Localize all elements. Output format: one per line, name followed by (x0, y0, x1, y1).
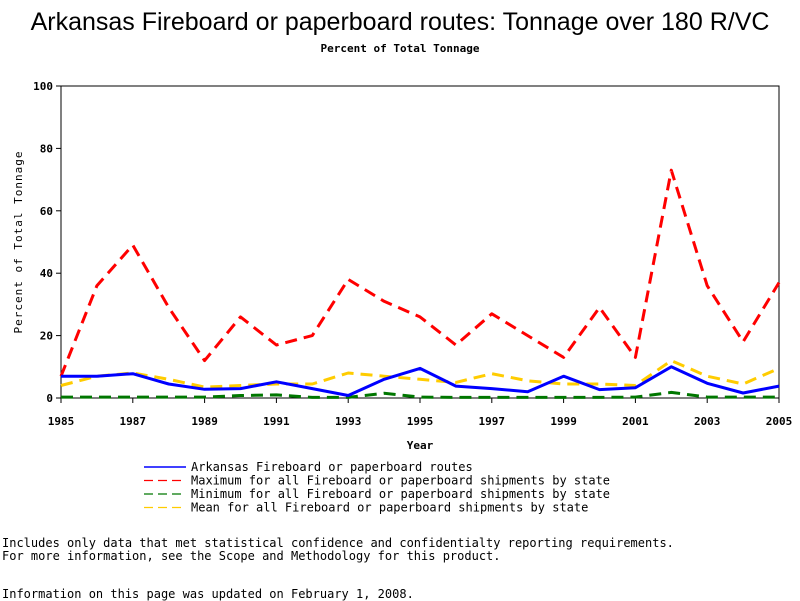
x-axis-label: Year (407, 439, 434, 452)
x-tick-label: 1997 (479, 415, 506, 428)
chart-title: Arkansas Fireboard or paperboard routes:… (30, 8, 770, 36)
legend-entry: Arkansas Fireboard or paperboard routes (191, 460, 473, 474)
legend-entry: Maximum for all Fireboard or paperboard … (191, 474, 610, 488)
series-line-3 (60, 359, 780, 389)
legend-entry: Mean for all Fireboard or paperboard shi… (191, 501, 588, 515)
series-line-2 (61, 390, 779, 399)
x-tick-label: 1995 (407, 415, 434, 428)
x-tick-label: 1991 (263, 415, 290, 428)
y-tick-label: 100 (33, 80, 53, 93)
y-tick-label: 20 (40, 330, 53, 343)
x-tick-label: 2001 (622, 415, 649, 428)
updated-note: Information on this page was updated on … (2, 587, 414, 601)
confidentiality-note: Includes only data that met statistical … (2, 536, 674, 550)
chart-subtitle: Percent of Total Tonnage (320, 42, 480, 55)
x-tick-label: 1999 (550, 415, 577, 428)
x-tick-label: 2003 (694, 415, 721, 428)
x-tick-label: 1987 (120, 415, 147, 428)
legend-entry: Minimum for all Fireboard or paperboard … (191, 487, 610, 501)
plot-frame (60, 85, 780, 399)
y-tick-label: 40 (40, 267, 53, 280)
y-axis-label: Percent of Total Tonnage (12, 151, 25, 334)
x-tick-label: 2005 (766, 415, 793, 428)
x-tick-label: 1993 (335, 415, 362, 428)
x-tick-label: 1985 (48, 415, 75, 428)
y-tick-label: 80 (40, 142, 53, 155)
series-line-1 (59, 168, 781, 377)
y-tick-label: 0 (46, 392, 53, 405)
x-tick-label: 1989 (191, 415, 218, 428)
y-tick-label: 60 (40, 205, 53, 218)
methodology-note: For more information, see the Scope and … (2, 549, 501, 563)
series-line-0 (61, 365, 780, 397)
